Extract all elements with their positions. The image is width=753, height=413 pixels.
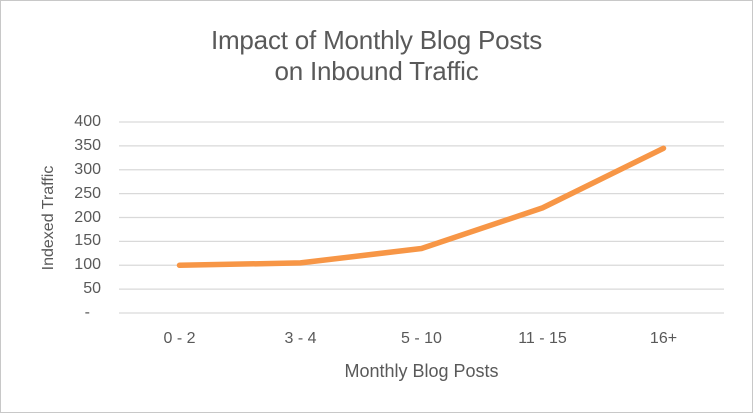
x-axis-tick-16plus: 16+: [649, 330, 678, 347]
y-axis-tick-300: 300: [74, 161, 101, 178]
y-axis-tick-150: 150: [74, 232, 101, 249]
x-axis-tick-0-2: 0 - 2: [163, 330, 196, 347]
y-axis-tick-400: 400: [74, 113, 101, 130]
x-axis-tick-11-15: 11 - 15: [518, 330, 567, 347]
x-axis-tick-5-10: 5 - 10: [401, 330, 442, 347]
x-axis-title: Monthly Blog Posts: [344, 361, 499, 381]
y-axis-tick-0: -: [84, 304, 90, 321]
y-axis-tick-200: 200: [74, 209, 101, 226]
traffic-line: [176, 145, 667, 269]
y-axis-tick-250: 250: [74, 185, 101, 202]
y-axis-tick-100: 100: [74, 256, 101, 273]
chart-title-line1: Impact of Monthly Blog Posts: [210, 25, 543, 55]
y-axis-tick-50: 50: [83, 280, 101, 297]
gridlines: [119, 121, 724, 314]
chart-title: Impact of Monthly Blog Posts on Inbound …: [1, 25, 752, 87]
chart-title-line2: on Inbound Traffic: [274, 56, 479, 86]
x-axis-tick-3-4: 3 - 4: [284, 330, 317, 347]
y-axis-tick-350: 350: [74, 137, 101, 154]
